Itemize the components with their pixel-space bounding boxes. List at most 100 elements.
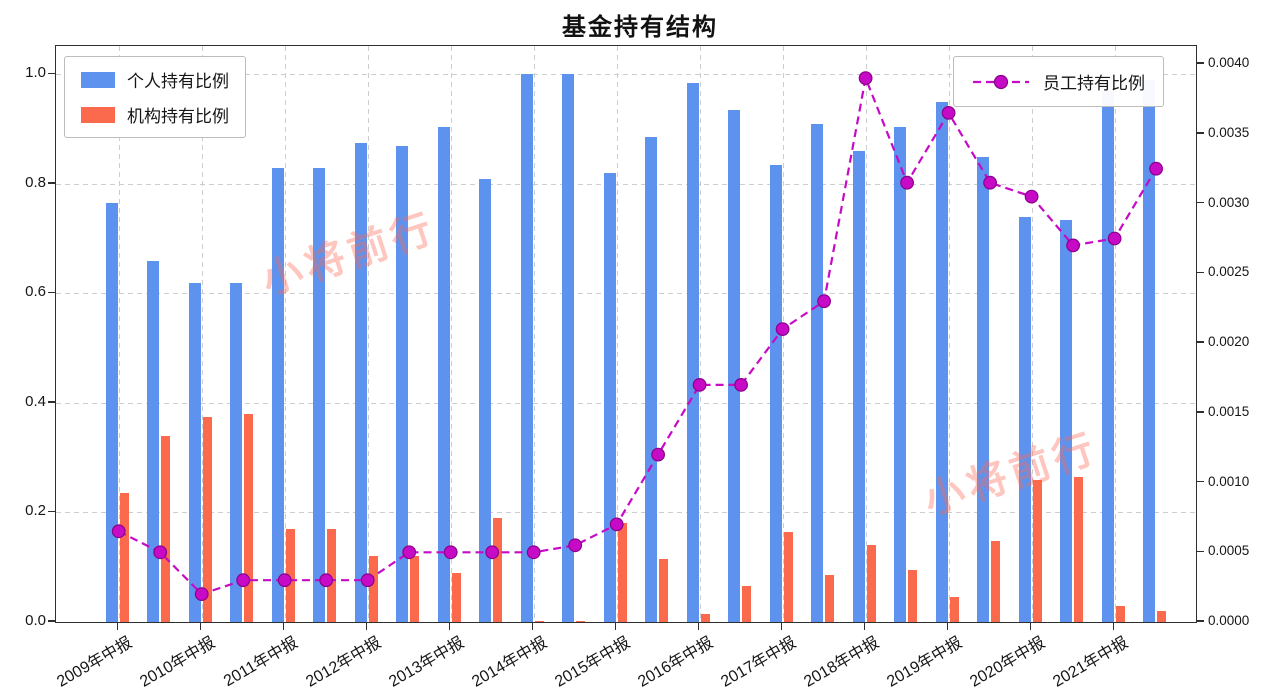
bar-individual	[230, 282, 243, 622]
employee-line-layer	[111, 71, 1163, 601]
axis-tick	[1197, 480, 1204, 483]
employee-marker	[443, 545, 458, 560]
axis-tick	[365, 623, 368, 630]
bar-individual	[479, 178, 492, 622]
axis-tick	[1197, 62, 1204, 64]
bar-individual	[396, 145, 409, 622]
gridline-vertical	[367, 46, 369, 622]
axis-tick	[48, 291, 55, 294]
x-axis-tick-label: 2011年中报	[221, 634, 302, 691]
employee-marker	[734, 378, 748, 392]
axis-tick	[1197, 620, 1204, 622]
y-axis-tick-label-left: 0.0	[25, 612, 46, 629]
axis-tick	[946, 623, 949, 630]
legend-swatch-institution	[81, 106, 115, 123]
bar-individual	[147, 260, 160, 622]
bar-institution	[451, 572, 461, 622]
axis-tick	[282, 623, 285, 630]
axis-tick	[531, 623, 534, 630]
bar-institution	[1157, 611, 1167, 622]
bar-individual	[728, 110, 741, 622]
axis-tick	[1197, 132, 1204, 134]
axis-tick	[48, 620, 55, 622]
x-axis-tick-label: 2010年中报	[137, 634, 219, 691]
bar-institution	[783, 531, 793, 622]
legend-label-employee: 员工持有比例	[1043, 74, 1145, 93]
y-axis-tick-label-left: 0.6	[25, 283, 46, 301]
employee-marker	[858, 71, 873, 85]
bar-institution	[1074, 476, 1084, 622]
gridline-vertical	[699, 46, 701, 622]
employee-marker	[153, 545, 168, 560]
axis-tick	[697, 623, 700, 630]
legend-label-individual: 个人持有比例	[127, 72, 229, 91]
bar-institution	[119, 493, 129, 622]
y-axis-tick-label-right: 0.0010	[1208, 473, 1250, 489]
employee-marker	[485, 545, 500, 560]
employee-marker	[111, 524, 126, 539]
employee-marker	[1149, 161, 1163, 176]
x-axis-tick-label: 2012年中报	[303, 634, 385, 691]
bar-institution	[410, 556, 420, 622]
bar-individual	[645, 137, 658, 622]
gridline-horizontal	[56, 183, 1196, 185]
bar-institution	[244, 413, 254, 622]
employee-marker	[319, 573, 334, 588]
axis-tick	[1197, 550, 1204, 553]
gridline-vertical	[533, 46, 535, 622]
axis-tick	[48, 72, 55, 75]
axis-tick	[780, 623, 783, 630]
axis-tick	[48, 510, 55, 513]
y-axis-tick-label-right: 0.0040	[1208, 55, 1250, 71]
axis-tick	[614, 623, 617, 630]
employee-marker	[1024, 189, 1039, 204]
dashed-line-marker-icon	[973, 74, 1029, 89]
bar-individual	[603, 173, 616, 622]
employee-marker	[692, 378, 707, 392]
employee-marker	[1107, 231, 1122, 246]
y-axis-tick-label-right: 0.0035	[1208, 124, 1250, 140]
y-axis-tick-label-right: 0.0000	[1208, 613, 1250, 628]
bar-institution	[700, 613, 710, 622]
employee-line	[118, 74, 1158, 596]
bar-institution	[1032, 479, 1042, 622]
legend-label-institution: 机构持有比例	[127, 107, 229, 126]
bar-institution	[368, 556, 378, 622]
employee-marker	[402, 545, 417, 560]
employee-marker	[194, 587, 209, 601]
plot-area	[55, 45, 1197, 623]
axis-tick	[48, 182, 55, 184]
employee-marker	[526, 545, 541, 560]
x-axis-tick-label: 2014年中报	[469, 634, 551, 691]
employee-marker	[817, 294, 831, 309]
employee-marker	[568, 538, 583, 553]
x-axis-tick-label: 2015年中报	[552, 634, 634, 691]
gridline-vertical	[201, 46, 203, 622]
bar-institution	[908, 570, 918, 622]
bar-individual	[852, 151, 865, 622]
x-axis-tick-label: 2021年中报	[1050, 634, 1132, 691]
employee-marker	[900, 175, 914, 190]
bar-institution	[161, 435, 171, 622]
bar-individual	[437, 126, 450, 622]
bar-individual	[271, 167, 284, 622]
gridline-vertical	[948, 46, 950, 622]
employee-marker	[609, 517, 624, 532]
employee-marker	[775, 322, 790, 337]
y-axis-tick-label-right: 0.0005	[1208, 543, 1250, 559]
employee-marker	[360, 573, 375, 588]
employee-marker	[651, 447, 665, 462]
employee-marker	[277, 573, 292, 588]
y-axis-tick-label-right: 0.0020	[1208, 334, 1250, 350]
axis-tick	[1112, 623, 1115, 630]
bar-institution	[327, 528, 337, 622]
axis-tick	[199, 623, 202, 630]
bar-individual	[105, 203, 118, 622]
bar-individual	[894, 126, 907, 622]
bar-institution	[659, 559, 669, 622]
y-axis-tick-label-left: 0.4	[25, 392, 46, 410]
gridline-vertical	[118, 46, 120, 622]
bar-individual	[313, 167, 326, 622]
bar-individual	[977, 156, 990, 622]
y-axis-tick-label-right: 0.0030	[1208, 194, 1250, 210]
